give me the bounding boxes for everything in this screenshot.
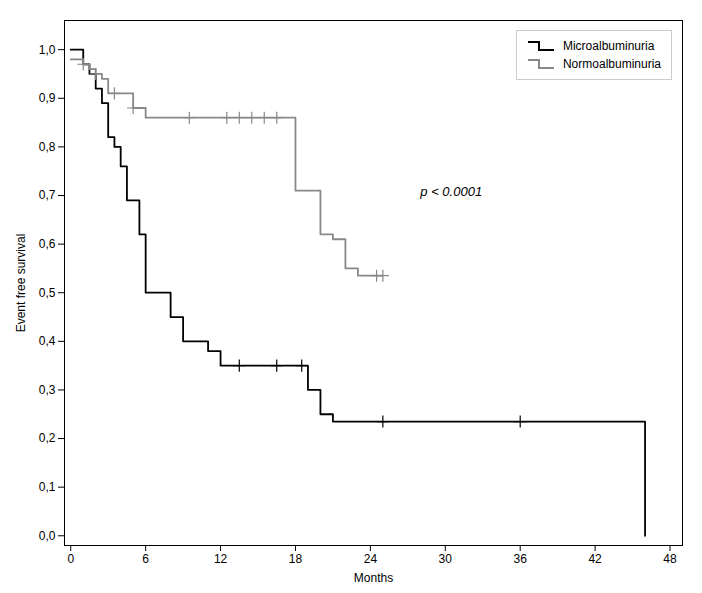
svg-text:0,0: 0,0 xyxy=(39,529,56,543)
html-text:Normoalbuminuria: Normoalbuminuria xyxy=(563,57,661,71)
svg-text:30: 30 xyxy=(439,552,453,566)
svg-text:1,0: 1,0 xyxy=(39,43,56,57)
svg-text:48: 48 xyxy=(663,552,677,566)
svg-text:p < 0.0001: p < 0.0001 xyxy=(419,184,482,199)
svg-text:0,5: 0,5 xyxy=(39,286,56,300)
svg-text:42: 42 xyxy=(588,552,602,566)
svg-text:36: 36 xyxy=(514,552,528,566)
svg-text:12: 12 xyxy=(214,552,228,566)
svg-text:6: 6 xyxy=(142,552,149,566)
svg-text:Months: Months xyxy=(354,571,393,585)
svg-text:24: 24 xyxy=(364,552,378,566)
svg-text:0,1: 0,1 xyxy=(39,480,56,494)
svg-text:0,4: 0,4 xyxy=(39,334,56,348)
svg-text:Event free survival: Event free survival xyxy=(14,234,28,333)
svg-text:0,8: 0,8 xyxy=(39,140,56,154)
svg-text:0,3: 0,3 xyxy=(39,383,56,397)
svg-text:0,2: 0,2 xyxy=(39,431,56,445)
svg-text:0: 0 xyxy=(67,552,74,566)
svg-text:18: 18 xyxy=(289,552,303,566)
svg-text:0,7: 0,7 xyxy=(39,188,56,202)
html-text:Microalbuminuria: Microalbuminuria xyxy=(563,39,655,53)
svg-text:0,9: 0,9 xyxy=(39,91,56,105)
svg-text:0,6: 0,6 xyxy=(39,237,56,251)
